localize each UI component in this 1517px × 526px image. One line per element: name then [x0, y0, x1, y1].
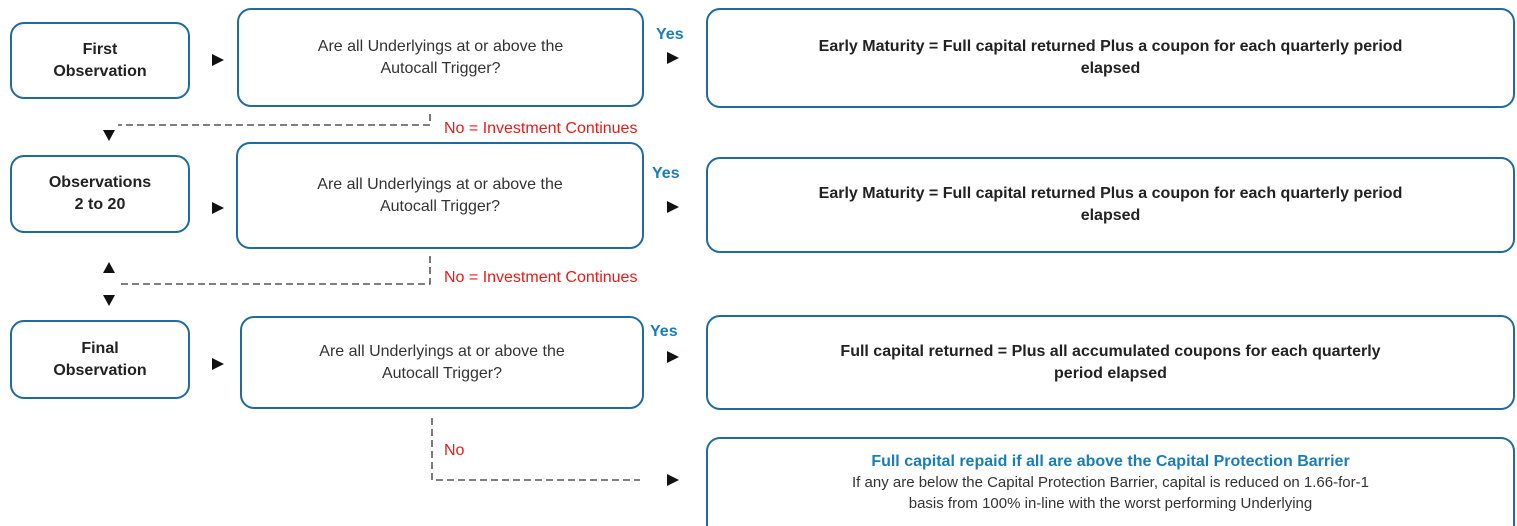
- yes-label: Yes: [652, 165, 680, 182]
- text-line: Observation: [53, 62, 147, 80]
- text-line: Are all Underlyings at or above the: [317, 37, 564, 55]
- outcome-box: Full capital returned = Plus all accumul…: [706, 315, 1515, 410]
- stage-box: Final Observation: [10, 320, 190, 399]
- stage-box: First Observation: [10, 22, 190, 99]
- text-line: Are all Underlyings at or above the: [317, 175, 563, 193]
- text-line: Are all Underlyings at or above the: [319, 342, 565, 360]
- text-line: If any are below the Capital Protection …: [852, 474, 1369, 491]
- no-label: No = Investment Continues: [444, 120, 638, 137]
- yes-label: Yes: [650, 323, 678, 340]
- text-line: Autocall Trigger?: [379, 197, 501, 215]
- text-line: period elapsed: [1054, 364, 1167, 382]
- text-line: Full capital returned = Plus all accumul…: [840, 342, 1381, 360]
- question-box: Are all Underlyings at or above the Autoc…: [240, 316, 644, 409]
- text-line: Final: [81, 339, 119, 357]
- text-line: Autocall Trigger?: [381, 364, 503, 382]
- text-line: 2 to 20: [74, 196, 126, 213]
- text-line: Early Maturity = Full capital returned P…: [818, 185, 1403, 202]
- outcome-box: Early Maturity = Full capital returned P…: [706, 8, 1515, 108]
- outcome-box: Early Maturity = Full capital returned P…: [706, 157, 1515, 253]
- text-line: Early Maturity = Full capital returned P…: [818, 38, 1403, 55]
- no-label: No = Investment Continues: [444, 269, 638, 286]
- text-line: Observations: [48, 174, 152, 191]
- text-line: basis from 100% in-line with the worst p…: [908, 495, 1313, 512]
- question-box: Are all Underlyings at or above the Autoc…: [237, 8, 644, 107]
- text-line: elapsed: [1080, 207, 1141, 224]
- yes-label: Yes: [656, 26, 684, 43]
- text-line: Autocall Trigger?: [380, 59, 501, 77]
- text-line: elapsed: [1080, 60, 1141, 77]
- stage-box: Observations 2 to 20: [10, 155, 190, 233]
- question-box: Are all Underlyings at or above the Autoc…: [236, 142, 644, 249]
- text-line: Observation: [53, 361, 147, 379]
- final-title: Full capital repaid if all are above the…: [871, 453, 1350, 470]
- text-line: First: [82, 40, 118, 58]
- no-label: No: [444, 442, 465, 459]
- final-outcome-box: Full capital repaid if all are above the…: [706, 437, 1515, 526]
